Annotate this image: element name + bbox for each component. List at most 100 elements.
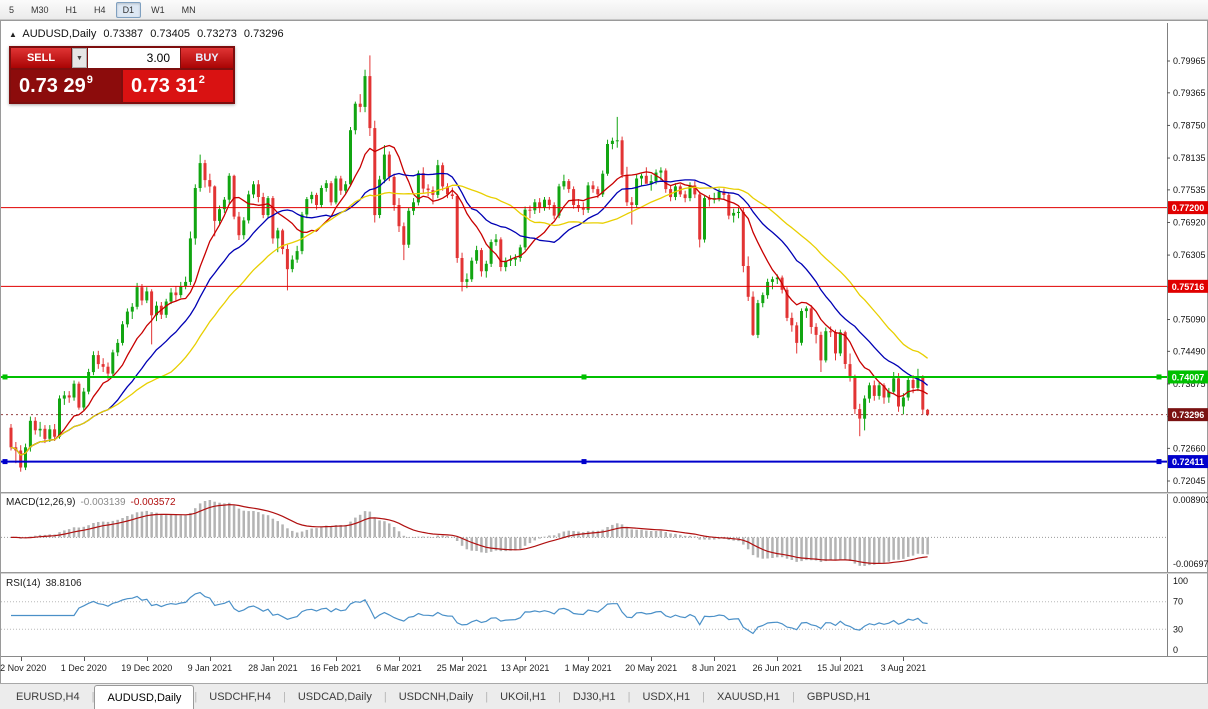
candle-body	[378, 179, 382, 215]
sell-button[interactable]: SELL	[11, 48, 71, 68]
lot-dropdown-button[interactable]: ▼	[72, 48, 87, 68]
macd-histogram-bar	[203, 501, 207, 538]
candle-body	[111, 352, 115, 374]
macd-title: MACD(12,26,9)	[6, 497, 76, 508]
macd-histogram-bar	[834, 537, 837, 561]
macd-histogram-bar	[654, 531, 658, 538]
timeframe-button-5[interactable]: 5	[9, 4, 15, 15]
candle-body	[441, 165, 445, 187]
macd-window-splitter[interactable]	[1, 492, 1207, 494]
candle-body	[358, 103, 362, 107]
macd-histogram-bar	[378, 520, 381, 538]
candle-body	[19, 450, 23, 468]
candle-body	[766, 281, 770, 296]
price-tag-label: 0.74007	[1172, 372, 1205, 382]
bid-price-pip: 9	[86, 74, 93, 86]
candle-body	[203, 163, 207, 181]
macd-histogram-bar	[911, 537, 915, 556]
macd-histogram-bar	[276, 521, 279, 538]
candle-body	[761, 295, 765, 304]
buy-price-display[interactable]: 0.73 31 2	[123, 70, 233, 102]
candle-body	[576, 205, 580, 208]
macd-histogram-bar	[795, 537, 798, 562]
candle-body	[475, 250, 479, 261]
chart-tabs-bar: EURUSD,H4 | AUDUSD,Daily | USDCHF,H4 | USDCAD,…	[0, 683, 1208, 709]
macd-histogram-bar	[334, 525, 338, 538]
date-label: 26 Jun 2021	[752, 663, 803, 673]
macd-histogram-bar	[169, 514, 173, 538]
macd-histogram-bar	[164, 514, 168, 538]
macd-histogram-bar	[921, 537, 924, 555]
lot-size-input[interactable]: 3.00	[88, 48, 180, 68]
time-axis[interactable]: 12 Nov 2020 1 Dec 2020 19 Dec 2020 9 Jan 20…	[0, 656, 1207, 682]
timeframe-button-W1[interactable]: W1	[151, 4, 165, 15]
macd-histogram-bar	[703, 537, 706, 540]
macd-histogram-bar	[344, 524, 347, 538]
candle-body	[523, 209, 527, 248]
sell-price-display[interactable]: 0.73 29 9	[11, 70, 121, 102]
timeframe-button-MN[interactable]: MN	[181, 4, 196, 15]
chart-tab-UKOil-H1[interactable]: UKOil,H1	[500, 690, 546, 703]
macd-histogram-bar	[208, 500, 212, 538]
chart-tab-USDCNH-Daily[interactable]: USDCNH,Daily	[398, 690, 474, 703]
date-tick	[272, 657, 274, 661]
macd-chart[interactable]: 0.008903 -0.006977	[1, 494, 1208, 572]
macd-histogram-bar	[135, 512, 139, 538]
macd-value-main: -0.003139	[80, 497, 126, 508]
candle-body	[373, 128, 377, 216]
chart-tab-USDX-H1[interactable]: USDX,H1	[642, 690, 691, 703]
candle-body	[552, 205, 556, 216]
timeframe-button-H1[interactable]: H1	[65, 4, 78, 15]
candle-body	[620, 140, 624, 175]
macd-histogram-bar	[683, 535, 687, 538]
chart-tab-DJ30-H1[interactable]: DJ30,H1	[572, 690, 616, 703]
candle-body	[261, 197, 265, 215]
macd-histogram-bar	[533, 537, 536, 541]
candle-body	[897, 378, 900, 407]
macd-histogram-bar	[174, 515, 178, 538]
macd-histogram-bar	[771, 537, 774, 558]
candle-body	[324, 183, 328, 188]
candle-body	[193, 188, 197, 239]
macd-histogram-bar	[480, 537, 483, 553]
chart-tab-XAUUSD-H1[interactable]: XAUUSD,H1	[717, 690, 780, 703]
candle-body	[606, 144, 609, 174]
macd-histogram-bar	[189, 512, 192, 538]
candle-body	[814, 326, 818, 335]
date-label: 28 Jan 2021	[248, 663, 298, 673]
candle-body	[804, 308, 808, 312]
chart-tab-USDCHF-H4[interactable]: USDCHF,H4	[209, 690, 271, 703]
date-tick	[714, 657, 716, 661]
chart-tab-EURUSD-H4[interactable]: EURUSD,H4	[16, 690, 80, 703]
macd-histogram-bar	[286, 528, 289, 538]
timeframe-button-D1[interactable]: D1	[115, 1, 142, 18]
timeframe-button-H4[interactable]: H4	[94, 4, 106, 15]
tab-separator: |	[194, 690, 198, 703]
macd-histogram-bar	[814, 537, 818, 561]
candle-body	[150, 291, 154, 316]
candle-body	[53, 429, 57, 437]
candle-body	[916, 377, 920, 388]
price-axis-label: 0.78750	[1173, 120, 1206, 130]
macd-histogram-bar	[805, 537, 808, 561]
macd-histogram-bar	[315, 528, 318, 538]
date-label: 13 Apr 2021	[500, 663, 550, 673]
macd-histogram-bar	[843, 537, 847, 560]
macd-axis-min: -0.006977	[1173, 559, 1208, 569]
chart-tab-USDCAD-Daily[interactable]: USDCAD,Daily	[297, 690, 372, 703]
buy-button[interactable]: BUY	[181, 48, 233, 68]
rsi-chart[interactable]: 100 70 30 0	[1, 574, 1208, 656]
chart-tab-AUDUSD-Daily[interactable]: AUDUSD,Daily	[94, 685, 195, 709]
rsi-window-splitter[interactable]	[1, 572, 1207, 574]
macd-histogram-bar	[746, 537, 750, 550]
candle-body	[518, 247, 522, 258]
candle-body	[596, 189, 600, 195]
timeframe-button-M30[interactable]: M30	[31, 4, 49, 15]
date-tick	[399, 657, 400, 661]
candle-body	[382, 154, 386, 180]
date-tick	[209, 657, 211, 661]
candle-body	[43, 428, 47, 439]
main-price-chart[interactable]: 0.79965 0.79365 0.78750 0.78135 0.77535 0.769…	[1, 23, 1208, 492]
macd-histogram-bar	[679, 534, 682, 538]
chart-tab-GBPUSD-H1[interactable]: GBPUSD,H1	[806, 690, 871, 703]
